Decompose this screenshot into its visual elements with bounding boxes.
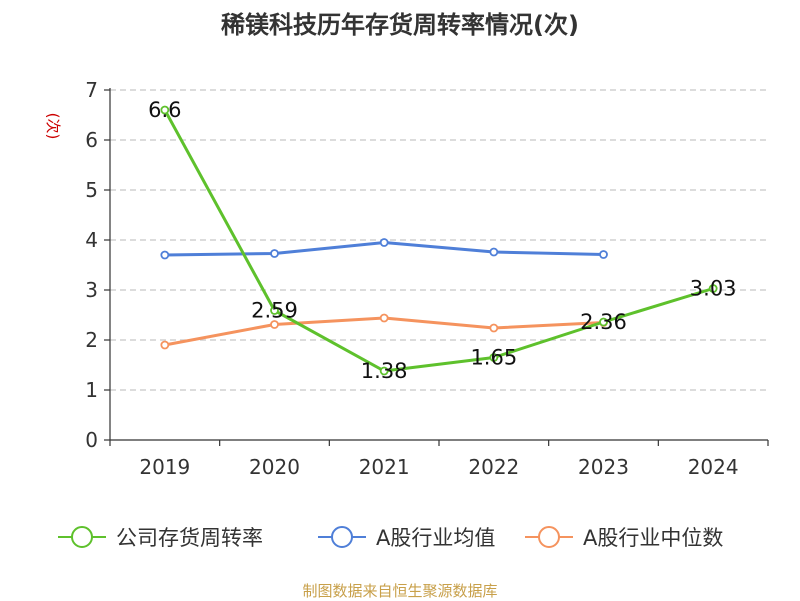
x-tick-label: 2019 <box>139 455 190 479</box>
x-tick-label: 2021 <box>359 455 410 479</box>
data-point <box>599 250 608 259</box>
data-point <box>489 247 499 257</box>
legend-swatch-marker <box>71 526 93 548</box>
legend-swatch-marker <box>331 526 353 548</box>
data-point <box>489 323 499 333</box>
data-label: 3.03 <box>690 277 737 301</box>
legend-label: 公司存货周转率 <box>116 526 263 550</box>
x-tick-label: 2024 <box>688 455 739 479</box>
y-tick-label: 7 <box>85 78 98 102</box>
data-label: 2.59 <box>251 299 298 323</box>
data-label: 1.38 <box>361 359 408 383</box>
grid-lines <box>110 89 768 391</box>
y-tick-label: 1 <box>85 378 98 402</box>
data-point <box>160 105 170 115</box>
data-point <box>599 317 608 327</box>
data-labels: 6.6 2.59 1.38 1.65 2.36 3.03 <box>148 98 736 383</box>
legend-label: A股行业均值 <box>376 526 495 550</box>
data-label: 2.36 <box>580 310 627 334</box>
data-point <box>708 284 718 293</box>
data-label: 1.65 <box>470 346 517 370</box>
data-point <box>379 313 389 323</box>
x-tick-labels: 2019 2020 2021 2022 2023 2024 <box>139 455 738 479</box>
y-axis-label: (次) <box>44 113 62 140</box>
legend-swatch-marker <box>538 526 560 548</box>
legend-label: A股行业中位数 <box>583 526 723 550</box>
data-point <box>270 249 279 258</box>
y-tick-label: 5 <box>85 178 98 202</box>
data-point <box>379 366 389 376</box>
data-point <box>489 353 499 362</box>
y-tick-labels: 0 1 2 3 4 5 6 7 <box>85 78 98 452</box>
data-point <box>160 340 170 350</box>
axes <box>104 88 769 446</box>
series-group <box>160 105 718 376</box>
x-tick-label: 2022 <box>468 455 519 479</box>
series-line <box>163 109 714 373</box>
data-point <box>379 238 389 247</box>
x-tick-label: 2023 <box>578 455 629 479</box>
y-tick-label: 2 <box>85 328 98 352</box>
y-tick-label: 0 <box>85 428 98 452</box>
chart-title: 稀镁科技历年存货周转率情况(次) <box>221 11 579 39</box>
data-label: 6.6 <box>148 98 181 122</box>
data-point <box>160 250 170 260</box>
data-point <box>270 320 279 329</box>
y-tick-label: 3 <box>85 278 98 302</box>
x-tick-label: 2020 <box>249 455 300 479</box>
legend: 公司存货周转率 A股行业均值 A股行业中位数 <box>58 526 723 550</box>
source-note: 制图数据来自恒生聚源数据库 <box>302 582 498 600</box>
y-tick-label: 4 <box>85 228 98 252</box>
data-point <box>270 306 279 315</box>
y-tick-label: 6 <box>85 128 98 152</box>
